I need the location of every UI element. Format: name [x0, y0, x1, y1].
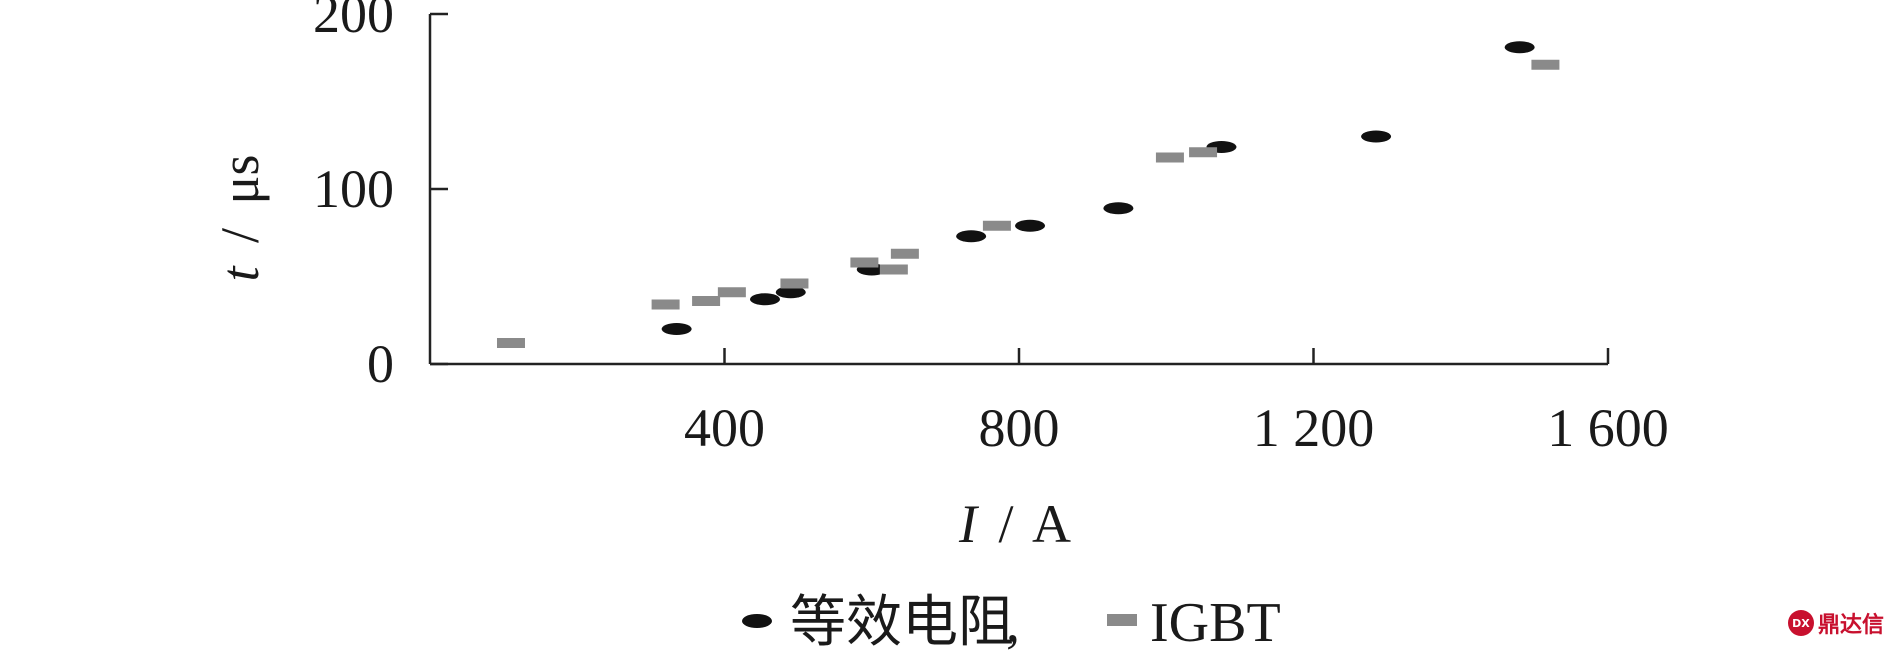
data-points [496, 41, 1560, 348]
point-igbt [717, 287, 746, 298]
x-tick-label: 400 [684, 398, 765, 458]
watermark-text: 鼎达信 [1817, 613, 1884, 638]
legend-label-equivalent-resistance: 等效电阻 [790, 592, 1014, 654]
x-axis-title: I / A [958, 494, 1071, 554]
watermark-logo-icon: DX [1787, 610, 1814, 636]
point-igbt [692, 296, 721, 306]
point-equivalent-resistance [1361, 130, 1392, 143]
x-axis-ticks: 400 800 1 200 1 600 [684, 348, 1669, 458]
legend-marker-igbt [1107, 614, 1137, 626]
y-axis-title: t / μs [210, 155, 270, 282]
point-igbt [780, 278, 809, 289]
point-equivalent-resistance [1103, 202, 1134, 215]
point-igbt [1189, 147, 1218, 158]
point-igbt [1531, 59, 1560, 70]
point-equivalent-resistance [661, 323, 692, 335]
point-igbt [982, 220, 1011, 231]
axes [428, 14, 1608, 366]
watermark: DX 鼎达信 [1787, 607, 1884, 639]
point-igbt [890, 248, 919, 259]
point-igbt [1155, 152, 1184, 163]
legend-separator: , [1006, 592, 1020, 654]
point-igbt [879, 264, 908, 275]
point-equivalent-resistance [1015, 219, 1046, 232]
x-axis-unit: A [1032, 494, 1071, 554]
point-igbt [850, 257, 879, 268]
point-equivalent-resistance [1504, 41, 1535, 54]
point-igbt [496, 338, 525, 348]
y-axis-unit: μs [210, 155, 270, 205]
y-tick-label: 100 [313, 159, 394, 219]
y-axis-slash: / [210, 228, 270, 243]
legend-label-igbt: IGBT [1150, 592, 1281, 654]
x-tick-label: 1 200 [1253, 398, 1375, 458]
x-axis-variable: I [958, 494, 980, 554]
y-tick-label: 200 [313, 0, 394, 44]
legend-marker-equivalent-resistance [742, 614, 772, 628]
legend: 等效电阻 , IGBT [742, 592, 1281, 654]
x-axis-slash: / [998, 494, 1013, 554]
x-tick-label: 800 [979, 398, 1060, 458]
point-equivalent-resistance [775, 286, 806, 299]
x-tick-label: 1 600 [1547, 398, 1669, 458]
y-axis-variable: t [210, 265, 270, 282]
point-equivalent-resistance [956, 230, 987, 243]
point-igbt [651, 299, 680, 310]
y-axis-ticks: 0 100 200 [313, 0, 448, 394]
point-equivalent-resistance [749, 293, 780, 306]
y-tick-label: 0 [367, 334, 394, 394]
